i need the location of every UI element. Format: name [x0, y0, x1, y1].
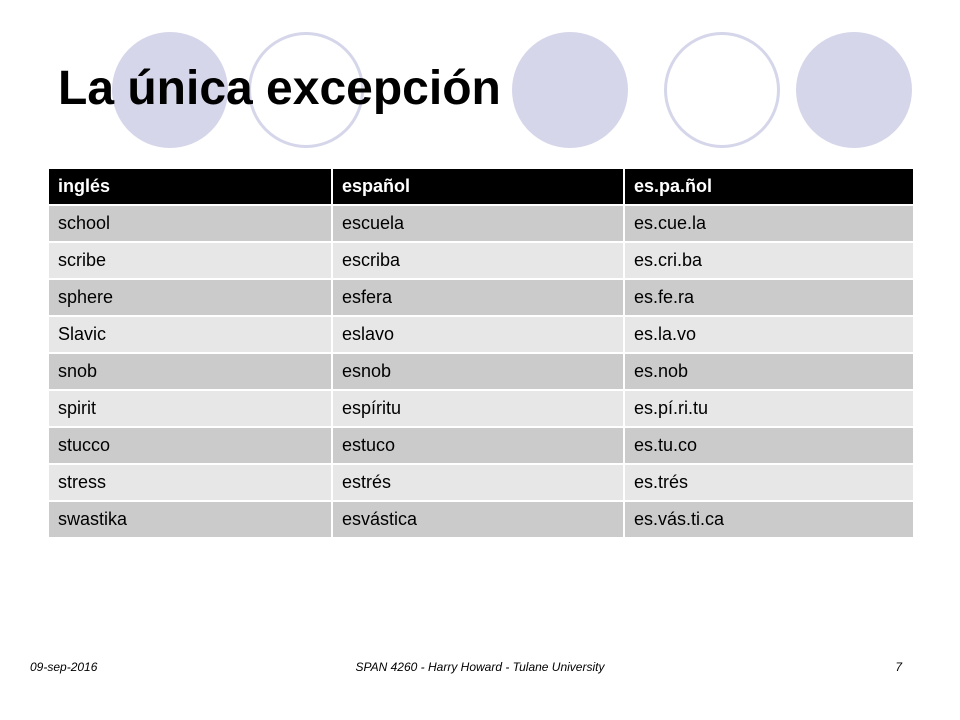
- cell-espanol: esnob: [331, 352, 625, 391]
- footer-course-info: SPAN 4260 - Harry Howard - Tulane Univer…: [355, 660, 605, 674]
- cell-ingles: swastika: [47, 500, 333, 539]
- slide-title: La única excepción: [58, 62, 501, 115]
- table-row: swastika esvástica es.vás.ti.ca: [47, 500, 915, 539]
- cell-syllables: es.pí.ri.tu: [623, 389, 915, 428]
- table-row: stucco estuco es.tu.co: [47, 426, 915, 465]
- cell-espanol: esvástica: [331, 500, 625, 539]
- cell-ingles: spirit: [47, 389, 333, 428]
- decor-circle-1: [112, 32, 228, 148]
- table-row: scribe escriba es.cri.ba: [47, 241, 915, 280]
- cell-espanol: esfera: [331, 278, 625, 317]
- table-row: sphere esfera es.fe.ra: [47, 278, 915, 317]
- table-row: stress estrés es.trés: [47, 463, 915, 502]
- cell-syllables: es.vás.ti.ca: [623, 500, 915, 539]
- cell-syllables: es.tu.co: [623, 426, 915, 465]
- decor-circle-2: [248, 32, 364, 148]
- cell-ingles: stress: [47, 463, 333, 502]
- table-row: spirit espíritu es.pí.ri.tu: [47, 389, 915, 428]
- cell-ingles: scribe: [47, 241, 333, 280]
- table-row: snob esnob es.nob: [47, 352, 915, 391]
- cell-ingles: Slavic: [47, 315, 333, 354]
- column-header-espanol: español: [331, 167, 625, 206]
- decor-circle-3: [512, 32, 628, 148]
- cell-syllables: es.cri.ba: [623, 241, 915, 280]
- cell-syllables: es.cue.la: [623, 204, 915, 243]
- table-header-row: inglés español es.pa.ñol: [47, 167, 915, 206]
- cell-espanol: escriba: [331, 241, 625, 280]
- cell-espanol: estrés: [331, 463, 625, 502]
- cell-ingles: snob: [47, 352, 333, 391]
- cell-ingles: stucco: [47, 426, 333, 465]
- cell-espanol: espíritu: [331, 389, 625, 428]
- vocabulary-table: inglés español es.pa.ñol school escuela …: [47, 167, 915, 539]
- decor-circle-5: [796, 32, 912, 148]
- table-row: school escuela es.cue.la: [47, 204, 915, 243]
- cell-syllables: es.trés: [623, 463, 915, 502]
- cell-syllables: es.nob: [623, 352, 915, 391]
- cell-ingles: school: [47, 204, 333, 243]
- cell-ingles: sphere: [47, 278, 333, 317]
- footer-page-number: 7: [895, 660, 902, 674]
- cell-espanol: estuco: [331, 426, 625, 465]
- cell-espanol: escuela: [331, 204, 625, 243]
- column-header-ingles: inglés: [47, 167, 333, 206]
- cell-espanol: eslavo: [331, 315, 625, 354]
- cell-syllables: es.fe.ra: [623, 278, 915, 317]
- cell-syllables: es.la.vo: [623, 315, 915, 354]
- column-header-syllables: es.pa.ñol: [623, 167, 915, 206]
- footer-date: 09-sep-2016: [30, 660, 98, 674]
- table-row: Slavic eslavo es.la.vo: [47, 315, 915, 354]
- decor-circle-4: [664, 32, 780, 148]
